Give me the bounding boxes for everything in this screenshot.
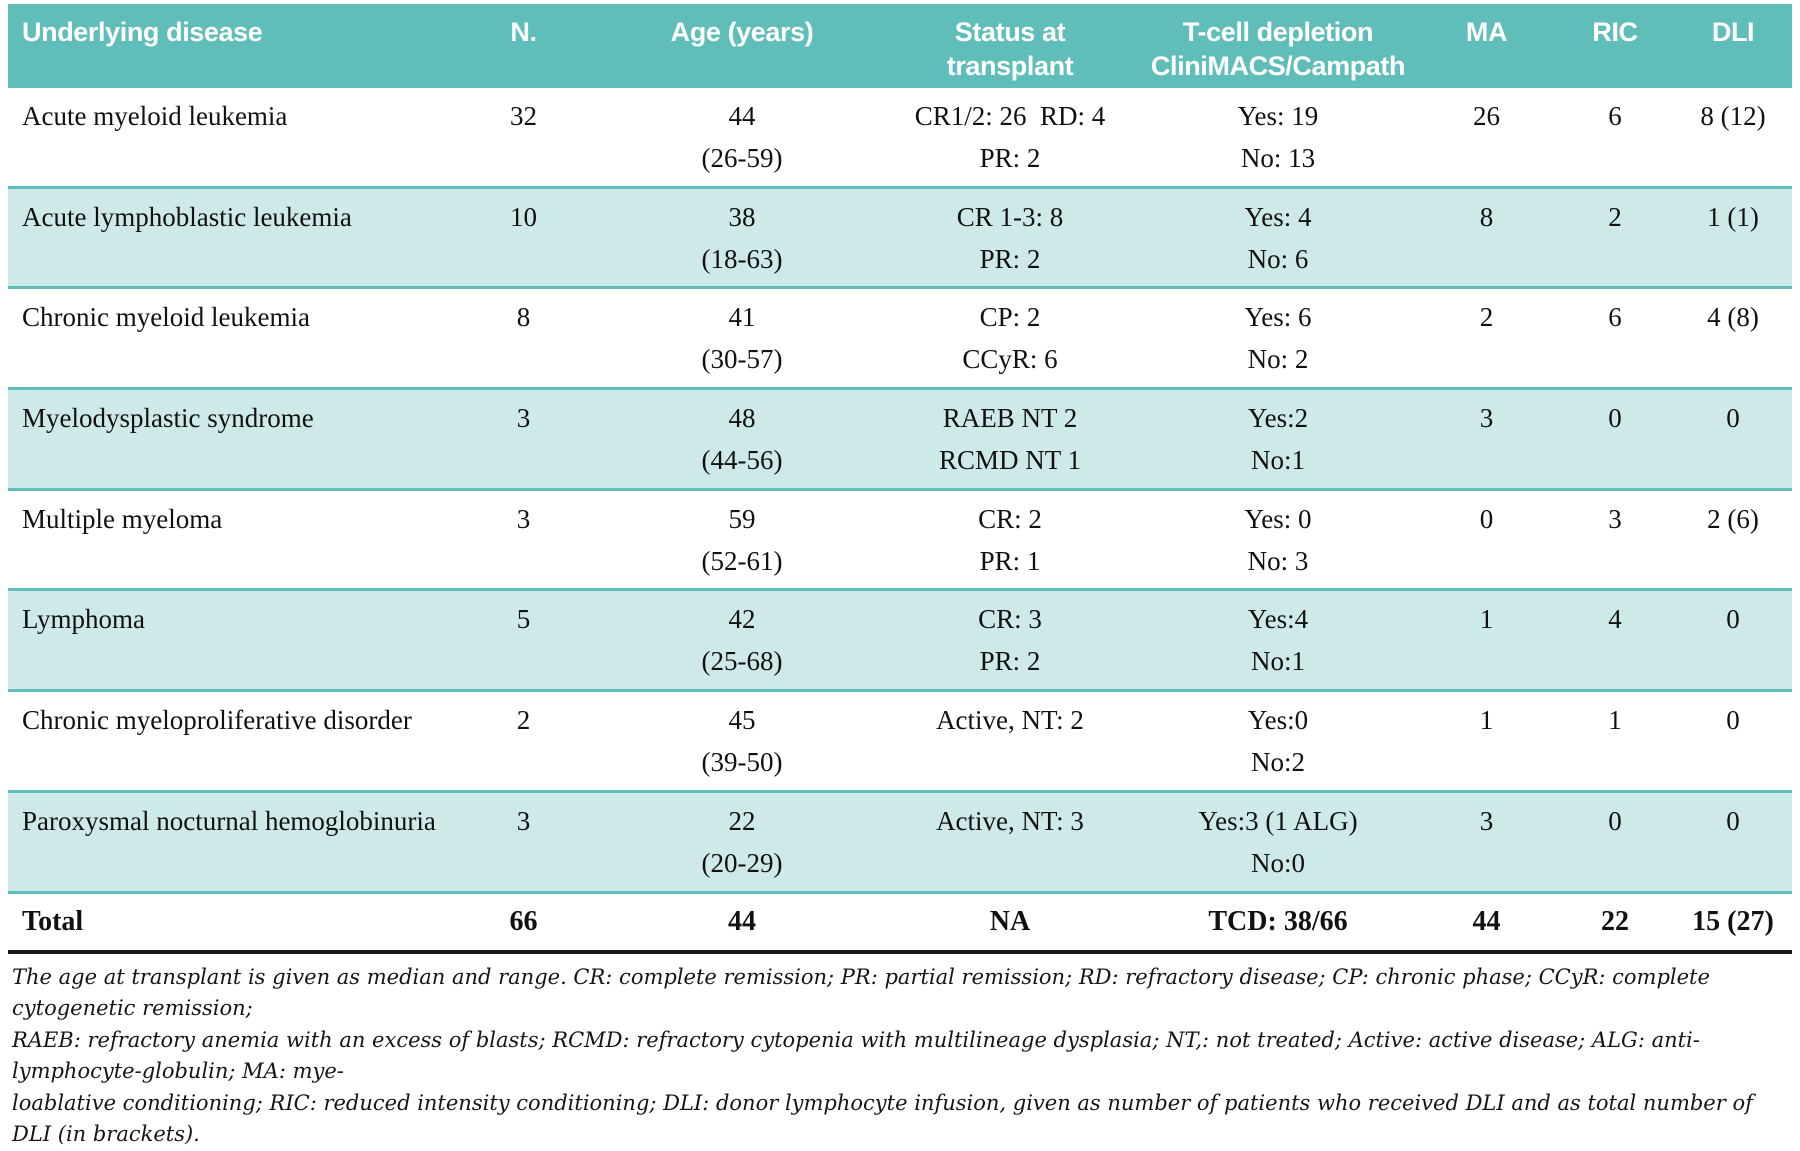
tcell-depletion-cell: Yes:0 No:2: [1139, 690, 1417, 793]
n-cell: 10: [444, 187, 603, 290]
tcell-depletion-cell: Yes: 19 No: 13: [1139, 88, 1417, 189]
header-n: N.: [444, 4, 603, 88]
status-cell: Active, NT: 3: [881, 791, 1139, 894]
age-cell: 45 (39-50): [603, 690, 881, 793]
header-dli: DLI: [1674, 4, 1792, 88]
table-row: Chronic myeloproliferative disorder 2 45…: [8, 690, 1792, 793]
age-cell: 41 (30-57): [603, 287, 881, 391]
tcell-depletion-cell: Yes: 6 No: 2: [1139, 287, 1417, 391]
ma-cell: 3: [1417, 388, 1556, 491]
ric-cell: 2: [1556, 187, 1674, 290]
disease-cell: Multiple myeloma: [8, 489, 444, 592]
ma-cell: 26: [1417, 88, 1556, 189]
age-cell: 44 (26-59): [603, 88, 881, 189]
footnote-line: RAEB: refractory anemia with an excess o…: [12, 1027, 1700, 1084]
n-cell: 3: [444, 388, 603, 491]
dli-cell: 1 (1): [1674, 187, 1792, 290]
disease-cell: Myelodysplastic syndrome: [8, 388, 444, 491]
ma-cell: 0: [1417, 489, 1556, 592]
ma-cell: 3: [1417, 791, 1556, 894]
total-status: NA: [881, 892, 1139, 954]
ric-cell: 6: [1556, 88, 1674, 189]
status-cell: CR: 3 PR: 2: [881, 589, 1139, 693]
dli-cell: 0: [1674, 388, 1792, 491]
header-age: Age (years): [603, 4, 881, 88]
total-ric: 22: [1556, 892, 1674, 954]
n-cell: 3: [444, 489, 603, 592]
tcell-depletion-cell: Yes:4 No:1: [1139, 589, 1417, 693]
ma-cell: 1: [1417, 589, 1556, 693]
patients-table: Underlying disease N. Age (years) Status…: [8, 4, 1792, 954]
dli-cell: 0: [1674, 589, 1792, 693]
table-header: Underlying disease N. Age (years) Status…: [8, 4, 1792, 88]
ma-cell: 1: [1417, 690, 1556, 793]
header-ma: MA: [1417, 4, 1556, 88]
dli-cell: 4 (8): [1674, 287, 1792, 391]
total-row: Total 66 44 NA TCD: 38/66 44 22 15 (27): [8, 892, 1792, 954]
table-row: Paroxysmal nocturnal hemoglobinuria 3 22…: [8, 791, 1792, 894]
total-tcell: TCD: 38/66: [1139, 892, 1417, 954]
table-row: Multiple myeloma 3 59 (52-61) CR: 2 PR: …: [8, 489, 1792, 592]
n-cell: 32: [444, 88, 603, 189]
age-cell: 59 (52-61): [603, 489, 881, 592]
tcell-depletion-cell: Yes:3 (1 ALG) No:0: [1139, 791, 1417, 894]
header-tcell-depletion: T-cell depletion CliniMACS/Campath: [1139, 4, 1417, 88]
disease-cell: Acute myeloid leukemia: [8, 88, 444, 189]
ric-cell: 4: [1556, 589, 1674, 693]
tcell-depletion-cell: Yes:2 No:1: [1139, 388, 1417, 491]
status-cell: RAEB NT 2 RCMD NT 1: [881, 388, 1139, 491]
age-cell: 22 (20-29): [603, 791, 881, 894]
dli-cell: 2 (6): [1674, 489, 1792, 592]
footnote-line: loablative conditioning; RIC: reduced in…: [12, 1090, 1753, 1147]
age-cell: 48 (44-56): [603, 388, 881, 491]
table-footnote: The age at transplant is given as median…: [12, 962, 1788, 1151]
n-cell: 8: [444, 287, 603, 391]
status-cell: CR: 2 PR: 1: [881, 489, 1139, 592]
status-cell: Active, NT: 2: [881, 690, 1139, 793]
age-cell: 42 (25-68): [603, 589, 881, 693]
tcell-depletion-cell: Yes: 4 No: 6: [1139, 187, 1417, 290]
status-cell: CR1/2: 26 RD: 4 PR: 2: [881, 88, 1139, 189]
header-status-at-transplant: Status at transplant: [881, 4, 1139, 88]
ric-cell: 1: [1556, 690, 1674, 793]
table-body: Acute myeloid leukemia 32 44 (26-59) CR1…: [8, 88, 1792, 894]
ric-cell: 6: [1556, 287, 1674, 391]
table-row: Acute myeloid leukemia 32 44 (26-59) CR1…: [8, 88, 1792, 189]
table-row: Acute lymphoblastic leukemia 10 38 (18-6…: [8, 187, 1792, 290]
disease-cell: Paroxysmal nocturnal hemoglobinuria: [8, 791, 444, 894]
table-row: Chronic myeloid leukemia 8 41 (30-57) CP…: [8, 287, 1792, 391]
ric-cell: 0: [1556, 388, 1674, 491]
n-cell: 2: [444, 690, 603, 793]
age-cell: 38 (18-63): [603, 187, 881, 290]
footnote-line: The age at transplant is given as median…: [12, 964, 1710, 1021]
table-footer: Total 66 44 NA TCD: 38/66 44 22 15 (27): [8, 892, 1792, 954]
total-ma: 44: [1417, 892, 1556, 954]
header-underlying-disease: Underlying disease: [8, 4, 444, 88]
total-label: Total: [8, 892, 444, 954]
header-row: Underlying disease N. Age (years) Status…: [8, 4, 1792, 88]
ma-cell: 8: [1417, 187, 1556, 290]
status-cell: CP: 2 CCyR: 6: [881, 287, 1139, 391]
dli-cell: 0: [1674, 690, 1792, 793]
ric-cell: 0: [1556, 791, 1674, 894]
disease-cell: Acute lymphoblastic leukemia: [8, 187, 444, 290]
status-cell: CR 1-3: 8 PR: 2: [881, 187, 1139, 290]
total-age: 44: [603, 892, 881, 954]
disease-cell: Lymphoma: [8, 589, 444, 693]
dli-cell: 0: [1674, 791, 1792, 894]
table-row: Lymphoma 5 42 (25-68) CR: 3 PR: 2 Yes:4 …: [8, 589, 1792, 693]
disease-cell: Chronic myeloid leukemia: [8, 287, 444, 391]
n-cell: 3: [444, 791, 603, 894]
n-cell: 5: [444, 589, 603, 693]
total-dli: 15 (27): [1674, 892, 1792, 954]
header-ric: RIC: [1556, 4, 1674, 88]
ma-cell: 2: [1417, 287, 1556, 391]
table-row: Myelodysplastic syndrome 3 48 (44-56) RA…: [8, 388, 1792, 491]
dli-cell: 8 (12): [1674, 88, 1792, 189]
tcell-depletion-cell: Yes: 0 No: 3: [1139, 489, 1417, 592]
disease-cell: Chronic myeloproliferative disorder: [8, 690, 444, 793]
total-n: 66: [444, 892, 603, 954]
ric-cell: 3: [1556, 489, 1674, 592]
